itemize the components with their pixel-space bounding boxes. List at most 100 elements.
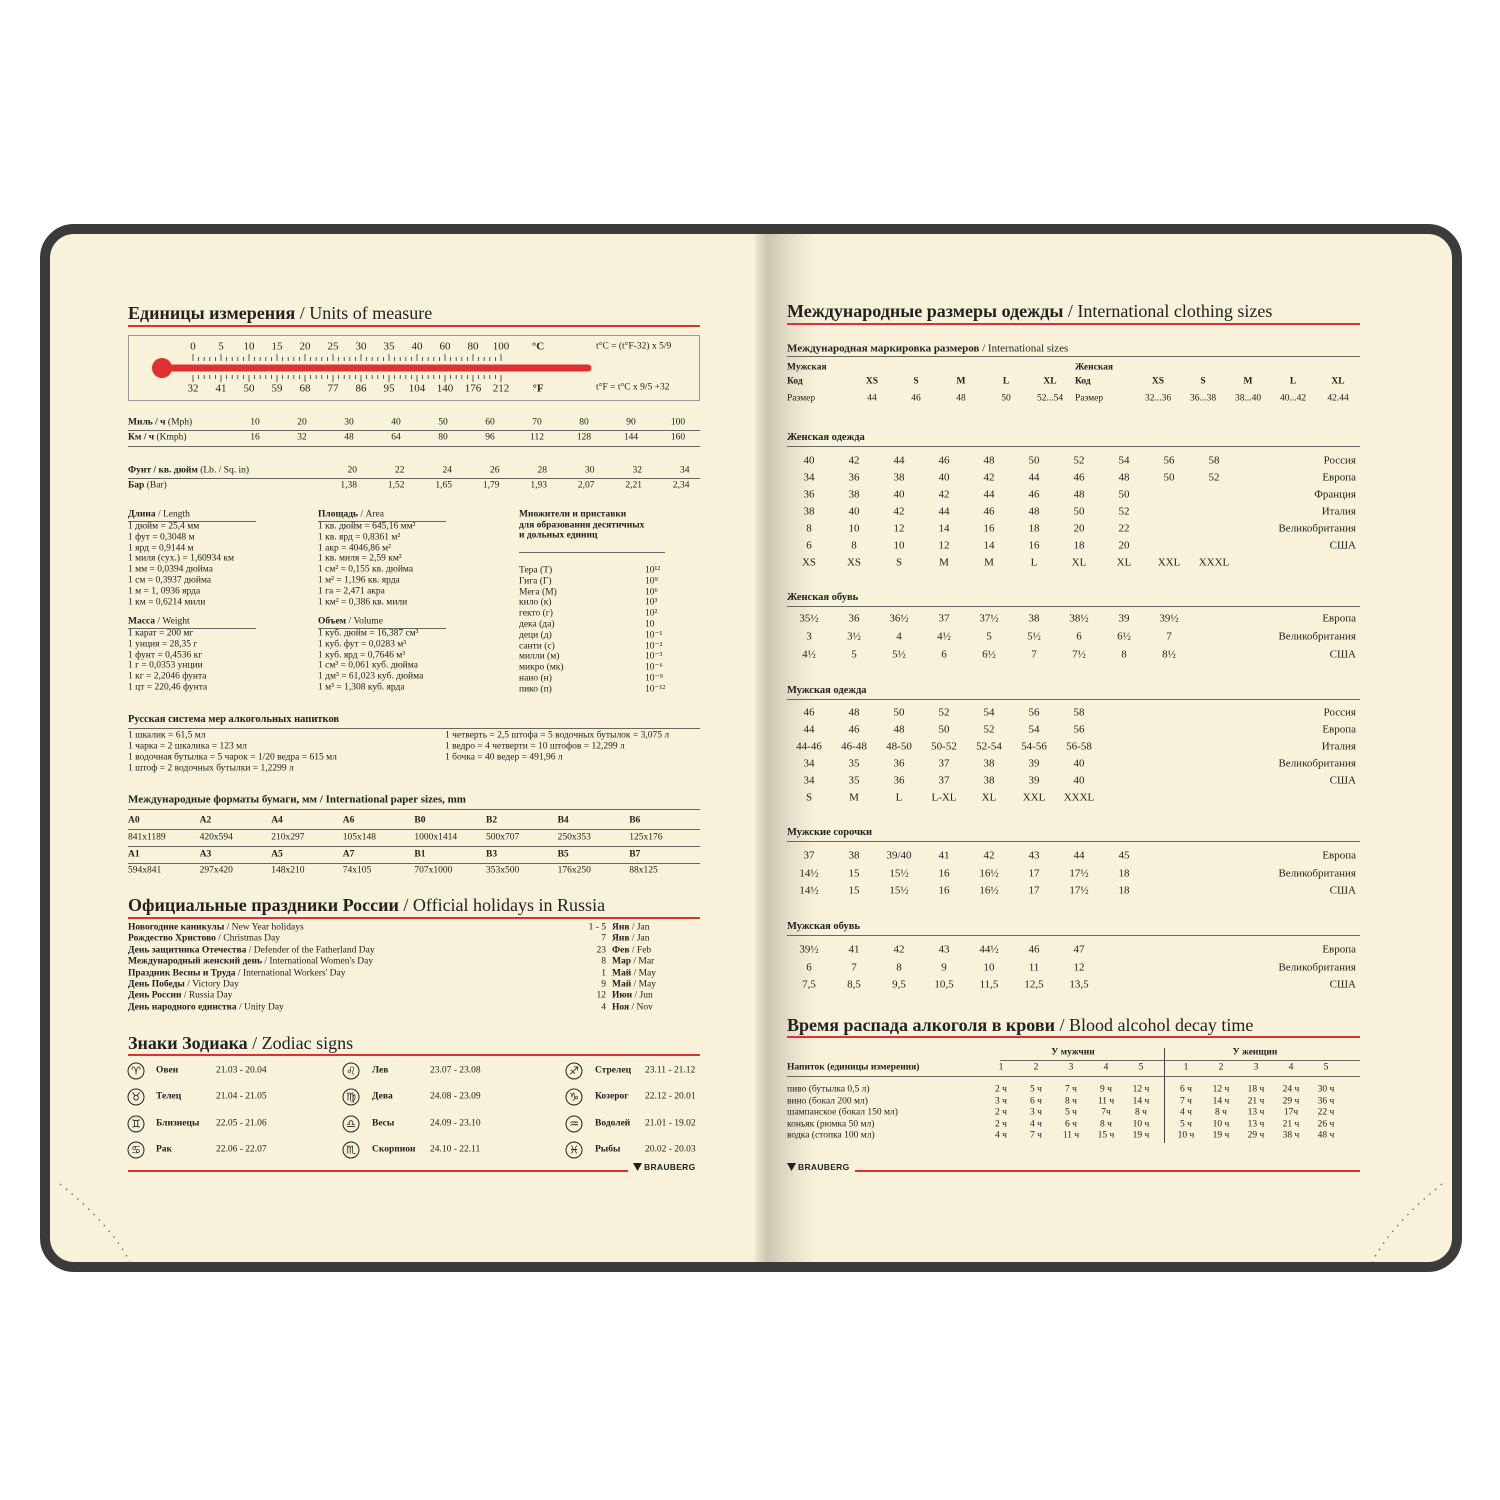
men-hours: 8 ч <box>1135 1107 1147 1118</box>
size-cell: XS <box>846 556 862 569</box>
mph-label-ru: Миль / ч <box>128 417 166 428</box>
size-cell: 10 <box>848 522 860 535</box>
size-cell: 8 <box>851 539 857 552</box>
holiday-name: День народного единства / Unity Day <box>128 1002 284 1013</box>
holiday-month-ru: Фев <box>612 945 630 956</box>
size-cell: 44½ <box>979 943 999 956</box>
celsius-unit: °C <box>531 340 545 353</box>
size-cell: 7 <box>851 961 857 973</box>
size-value: 36...38 <box>1189 393 1217 404</box>
women-hours: 10 ч <box>1212 1118 1230 1129</box>
size-cell: 46 <box>1028 488 1040 501</box>
country-label: Европа <box>1322 723 1356 736</box>
women-hours: 19 ч <box>1212 1130 1230 1141</box>
zodiac-name: Козерог <box>595 1091 629 1102</box>
alcohol-measure: 1 четверть = 2,5 штофа = 5 водочных буты… <box>445 730 670 741</box>
men-hours: 7 ч <box>1030 1130 1042 1141</box>
prefix-power: 10³ <box>645 597 658 608</box>
size-cell: 36 <box>848 612 860 625</box>
prefix-name: санти (с) <box>519 640 555 651</box>
fahrenheit-tick-label: 212 <box>492 382 510 395</box>
size-cell: XL <box>1116 556 1132 569</box>
intl-sizes-title-en: / International sizes <box>982 342 1069 355</box>
size-cell: M <box>939 556 949 569</box>
size-cell: 46 <box>848 723 860 736</box>
prefix-power: 10⁶ <box>645 586 658 597</box>
area-item: 1 км² = 0,386 кв. мили <box>318 596 408 607</box>
mass-title-ru: Масса <box>128 616 156 627</box>
size-cell: 50 <box>1118 488 1130 501</box>
size-cell: 44 <box>1073 849 1085 862</box>
paper-format-name: A4 <box>271 815 283 826</box>
column-divider <box>1164 1048 1165 1143</box>
kmh-label-ru: Км / ч <box>128 432 155 443</box>
length-item: 1 дюйм = 25,4 мм <box>128 521 200 532</box>
mass-item: 1 фунт = 0,4536 кг <box>128 649 203 660</box>
celsius-tick-label: 40 <box>411 340 423 353</box>
men-hours: 19 ч <box>1132 1130 1150 1141</box>
size-cell: 14½ <box>799 884 819 897</box>
kmh-value: 48 <box>344 432 354 443</box>
size-cell: 46 <box>1073 471 1085 484</box>
kmh-value: 160 <box>670 432 686 443</box>
divider <box>787 841 1360 842</box>
size-cell: 38 <box>983 757 995 770</box>
bar-label-ru: Бар <box>128 480 145 491</box>
prefix-name: деци (д) <box>519 630 552 641</box>
psi-value: 22 <box>395 465 405 476</box>
mph-value: 30 <box>344 417 354 428</box>
mass-item: 1 карат = 200 мг <box>128 628 194 639</box>
size-value: 50 <box>1001 393 1011 404</box>
volume-item: 1 куб. дюйм = 16,387 см³ <box>318 628 419 639</box>
holiday-day: 4 <box>601 1002 606 1013</box>
country-label: Италия <box>1321 740 1356 753</box>
holiday-month-en: / Nov <box>631 1002 653 1013</box>
prefix-name: Гига (Г) <box>519 576 552 587</box>
size-cell: 20 <box>1118 539 1130 552</box>
size-cell: 16 <box>983 522 995 535</box>
size-cell: 40 <box>848 505 860 518</box>
size-cell: 36½ <box>889 612 909 625</box>
prefix-power: 10¹² <box>645 565 661 576</box>
holiday-name-en: / International Women's Day <box>264 956 374 967</box>
psi-label-en: (Lb. / Sq. in) <box>200 465 250 476</box>
size-cell: 6½ <box>982 648 996 661</box>
kmh-value: 80 <box>438 432 448 443</box>
zodiac-dates: 24.08 - 23.09 <box>430 1091 481 1102</box>
divider <box>787 446 1360 447</box>
divider <box>128 628 256 629</box>
size-cell: 36 <box>893 774 905 787</box>
size-cell: 3 <box>806 630 812 643</box>
size-cell: 52 <box>1208 471 1220 484</box>
hour-col-header: 5 <box>1138 1062 1144 1073</box>
size-cell: 40 <box>893 488 905 501</box>
country-label: Европа <box>1322 943 1356 956</box>
size-cell: 44 <box>938 505 950 518</box>
section-title: Мужская одежда <box>787 684 867 696</box>
zodiac-title-en: / Zodiac signs <box>252 1033 354 1053</box>
divider <box>787 935 1360 936</box>
holiday-month-ru: Янв <box>612 922 630 933</box>
zodiac-dates: 20.02 - 20.03 <box>645 1144 696 1155</box>
size-cell: 14 <box>983 539 995 552</box>
size-label: Размер <box>787 393 816 404</box>
men-hours: 11 ч <box>1097 1095 1115 1106</box>
footer-line <box>855 1170 1360 1172</box>
size-cell: 34 <box>803 471 815 484</box>
men-hours: 5 ч <box>1030 1084 1042 1095</box>
size-cell: 48 <box>1118 471 1130 484</box>
volume-item: 1 см³ = 0,061 куб. дюйма <box>318 660 418 671</box>
size-code: XS <box>1151 376 1165 387</box>
women-hours: 4 ч <box>1180 1107 1192 1118</box>
holiday-month-ru: Ноя <box>612 1002 630 1013</box>
size-value: 42.44 <box>1327 393 1349 404</box>
kmh-value: 144 <box>623 432 639 443</box>
size-cell: 17½ <box>1069 884 1089 897</box>
holiday-month: Июн / Jun <box>612 991 653 1002</box>
size-cell: 10,5 <box>934 978 954 991</box>
size-cell: 36 <box>893 757 905 770</box>
women-hours: 24 ч <box>1282 1084 1300 1095</box>
country-label: Великобритания <box>1278 757 1356 770</box>
paper-size-value: 74x105 <box>342 865 372 876</box>
women-hours: 13 ч <box>1247 1118 1265 1129</box>
